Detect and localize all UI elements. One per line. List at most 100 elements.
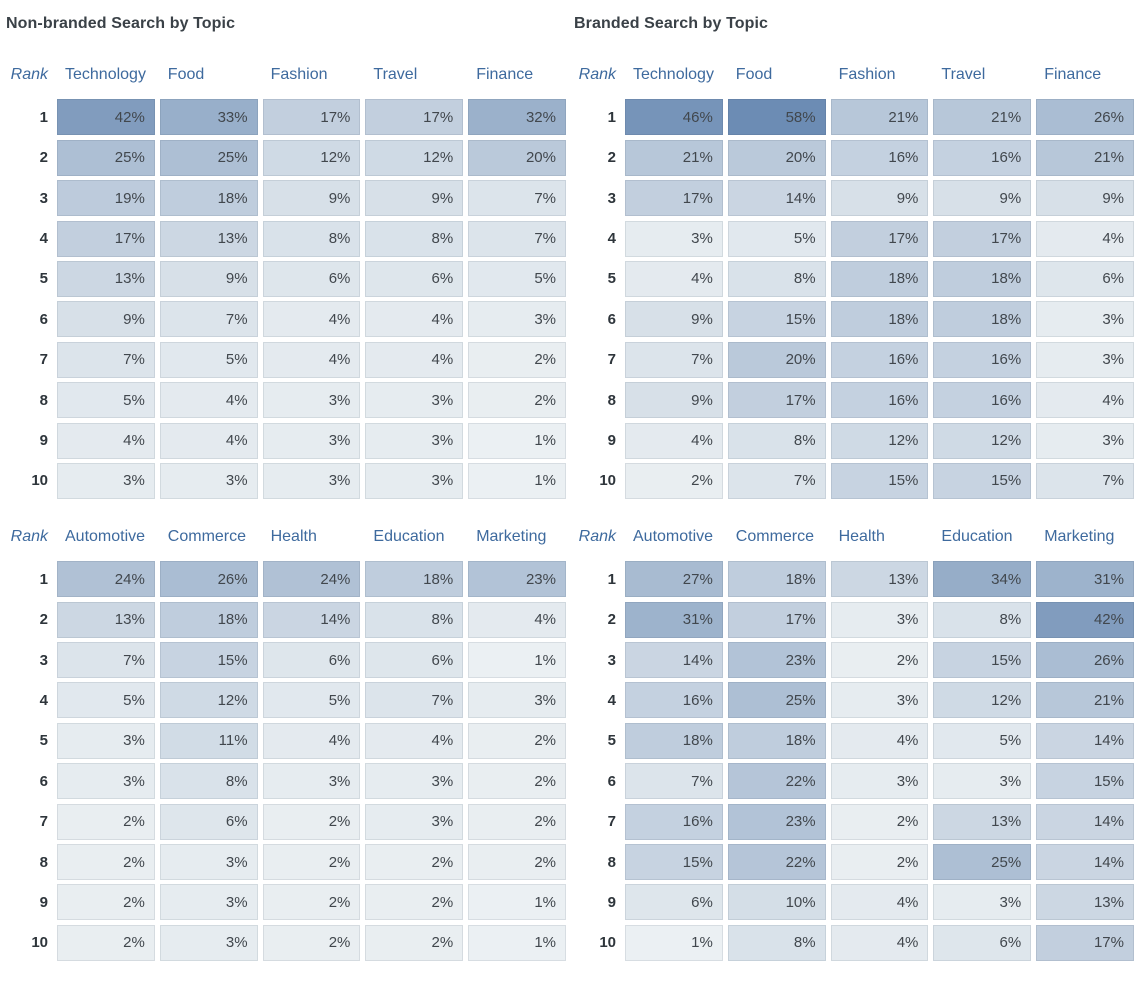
heat-cell: 42% <box>57 99 155 136</box>
rank-label: 6 <box>607 772 616 790</box>
heat-cell: 18% <box>625 722 723 759</box>
heat-cell: 9% <box>1036 180 1134 217</box>
heat-cell: 18% <box>830 260 929 297</box>
heat-cell: 21% <box>933 99 1032 136</box>
column-header-fashion: Fashion <box>838 66 896 83</box>
heat-cell: 46% <box>625 99 723 136</box>
heat-cell: 3% <box>159 924 258 961</box>
heat-cell: 23% <box>727 642 826 679</box>
rank-label: 5 <box>607 270 616 288</box>
heat-cell: 13% <box>57 260 155 297</box>
heat-cell: 17% <box>727 601 826 638</box>
heat-cell: 7% <box>468 180 566 217</box>
heat-cell: 2% <box>830 642 929 679</box>
heat-cell: 2% <box>57 803 155 840</box>
heat-cell: 8% <box>365 220 464 257</box>
heat-cell: 18% <box>830 301 929 338</box>
heat-cell: 13% <box>1036 884 1134 921</box>
heat-cell: 5% <box>57 682 155 719</box>
heat-cell: 4% <box>468 601 566 638</box>
heat-cell: 16% <box>625 803 723 840</box>
heat-cell: 1% <box>468 422 566 459</box>
heat-cell: 26% <box>159 561 258 598</box>
heat-cell: 1% <box>625 924 723 961</box>
heat-cell: 14% <box>727 180 826 217</box>
heat-cell: 1% <box>468 462 566 499</box>
heat-cell: 2% <box>468 722 566 759</box>
heat-cell: 15% <box>727 301 826 338</box>
heat-cell: 13% <box>57 601 155 638</box>
panel-branded: Branded Search by Topic Rank Technology Fo… <box>574 14 1134 989</box>
heat-cell: 9% <box>365 180 464 217</box>
heat-cell: 3% <box>365 382 464 419</box>
heat-cell: 12% <box>365 139 464 176</box>
heat-cell: 26% <box>1036 99 1134 136</box>
heat-cell: 19% <box>57 180 155 217</box>
heat-cell: 8% <box>933 601 1032 638</box>
rank-label: 6 <box>39 310 48 328</box>
rank-column-header: Rank <box>578 527 616 545</box>
column-header-food: Food <box>167 66 205 83</box>
heat-cell: 2% <box>262 844 361 881</box>
heat-cell: 4% <box>1036 220 1134 257</box>
column-header-fashion: Fashion <box>270 66 328 83</box>
heat-cell: 3% <box>262 422 361 459</box>
rank-label: 8 <box>39 391 48 409</box>
heat-cell: 15% <box>159 642 258 679</box>
heat-cell: 3% <box>262 382 361 419</box>
rank-label: 10 <box>599 934 616 952</box>
heat-cell: 10% <box>727 884 826 921</box>
rank-label: 10 <box>31 934 48 952</box>
rank-label: 8 <box>39 853 48 871</box>
rank-label: 7 <box>607 351 616 369</box>
heat-cell: 25% <box>933 844 1032 881</box>
heat-cell: 2% <box>468 844 566 881</box>
heat-cell: 4% <box>159 422 258 459</box>
heat-cell: 8% <box>727 924 826 961</box>
heat-cell: 21% <box>1036 139 1134 176</box>
rank-label: 1 <box>39 570 48 588</box>
heat-cell: 14% <box>625 642 723 679</box>
rank-label: 8 <box>607 391 616 409</box>
heat-cell: 6% <box>262 260 361 297</box>
heat-cell: 3% <box>933 884 1032 921</box>
column-header-health: Health <box>270 527 317 545</box>
heat-cell: 6% <box>159 803 258 840</box>
rank-label: 4 <box>607 691 616 709</box>
rank-label: 4 <box>39 230 48 248</box>
column-header-marketing: Marketing <box>476 527 547 545</box>
heat-cell: 13% <box>159 220 258 257</box>
heat-cell: 5% <box>468 260 566 297</box>
column-header-finance: Finance <box>1044 66 1102 83</box>
heat-cell: 16% <box>933 341 1032 378</box>
rank-label: 4 <box>607 230 616 248</box>
heat-cell: 12% <box>830 422 929 459</box>
heat-cell: 23% <box>468 561 566 598</box>
heat-cell: 3% <box>262 763 361 800</box>
heat-cell: 14% <box>262 601 361 638</box>
heat-cell: 5% <box>159 341 258 378</box>
rank-label: 9 <box>39 893 48 911</box>
heat-cell: 1% <box>468 642 566 679</box>
heat-cell: 3% <box>1036 301 1134 338</box>
heat-cell: 17% <box>262 99 361 136</box>
column-header-automotive: Automotive <box>633 527 714 545</box>
heat-cell: 18% <box>365 561 464 598</box>
rank-label: 7 <box>39 351 48 369</box>
heat-cell: 17% <box>1036 924 1134 961</box>
rank-label: 7 <box>39 813 48 831</box>
heat-cell: 3% <box>159 884 258 921</box>
column-header-automotive: Automotive <box>65 527 146 545</box>
heat-cell: 31% <box>1036 561 1134 598</box>
heat-cell: 27% <box>625 561 723 598</box>
panel-title-branded: Branded Search by Topic <box>574 15 769 32</box>
heat-cell: 7% <box>57 341 155 378</box>
heat-cell: 11% <box>159 722 258 759</box>
heat-cell: 2% <box>625 462 723 499</box>
heat-table-non-branded-a: Rank Technology Food Fashion Travel Finance 1 4… <box>6 66 566 499</box>
column-header-travel: Travel <box>373 66 418 83</box>
heat-cell: 3% <box>830 682 929 719</box>
heat-cell: 2% <box>262 924 361 961</box>
heat-cell: 4% <box>1036 382 1134 419</box>
heat-cell: 2% <box>365 844 464 881</box>
